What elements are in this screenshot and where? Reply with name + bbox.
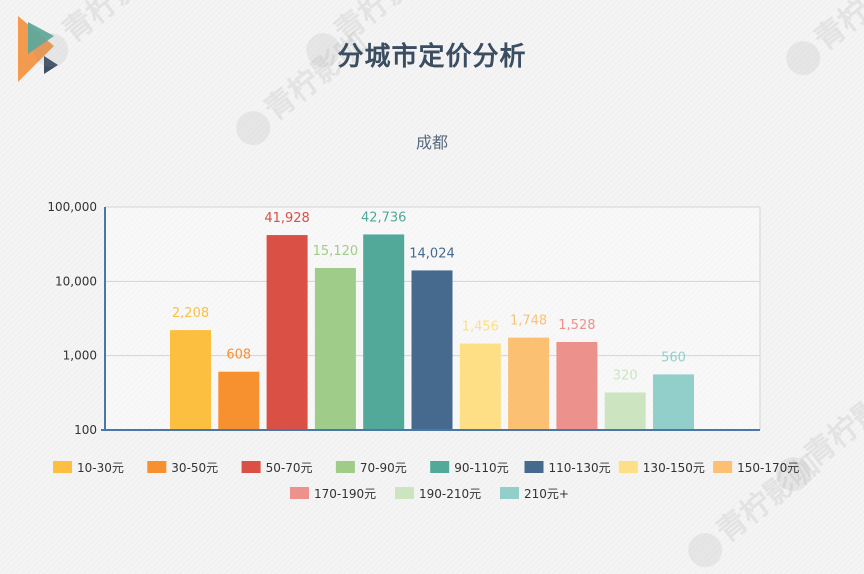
y-tick-label: 10,000: [55, 274, 97, 288]
bar: [411, 270, 453, 430]
bar: [556, 341, 598, 430]
legend-swatch: [241, 461, 261, 473]
legend-swatch: [500, 487, 519, 499]
legend-label: 150-170元: [737, 461, 799, 475]
legend-label: 10-30元: [77, 461, 124, 475]
data-label: 1,748: [510, 314, 547, 329]
page-title: 分城市定价分析: [337, 42, 527, 72]
legend-label: 50-70元: [266, 461, 313, 475]
data-label: 14,024: [409, 246, 455, 261]
bar: [363, 234, 405, 430]
legend: 10-30元 30-50元 50-70元 70-90元 90-110元 110-130元 1…: [53, 461, 799, 501]
data-label: 15,120: [313, 244, 359, 259]
bar: [653, 374, 694, 430]
legend-label: 110-130元: [549, 461, 611, 475]
legend-swatch: [430, 461, 450, 473]
legend-label: 130-150元: [643, 461, 705, 475]
data-label: 1,456: [462, 320, 499, 335]
legend-swatch: [524, 461, 544, 473]
legend-swatch: [53, 461, 72, 473]
legend-swatch: [147, 461, 167, 473]
bar: [508, 337, 550, 430]
bar: [170, 330, 211, 430]
legend-label: 30-50元: [171, 461, 218, 475]
chart-title: 成都: [416, 133, 448, 152]
legend-swatch: [395, 487, 414, 499]
legend-swatch: [713, 461, 733, 473]
data-label: 560: [661, 350, 686, 365]
chart: 成都 100 1,000 10,000 100,000 2,208 608 41,928 15…: [47, 133, 799, 501]
bar: [266, 235, 308, 430]
y-tick-label: 100: [74, 423, 97, 437]
legend-swatch: [618, 461, 638, 473]
data-label: 2,208: [172, 306, 209, 321]
legend-label: 210元+: [524, 487, 569, 501]
y-tick-label: 1,000: [63, 349, 97, 363]
data-label: 41,928: [264, 211, 310, 226]
legend-label: 90-110元: [454, 461, 509, 475]
data-label: 42,736: [361, 210, 407, 225]
bar: [314, 267, 356, 430]
data-label: 320: [613, 368, 638, 383]
data-label: 608: [226, 348, 251, 363]
plot-area: 100 1,000 10,000 100,000 2,208 608 41,928 15,12…: [47, 200, 761, 437]
bar: [218, 371, 260, 430]
y-tick-label: 100,000: [47, 200, 97, 214]
brand-logo: [18, 16, 58, 82]
legend-label: 190-210元: [419, 487, 481, 501]
data-label: 1,528: [558, 318, 595, 333]
legend-label: 70-90元: [360, 461, 407, 475]
legend-swatch: [335, 461, 355, 473]
legend-label: 170-190元: [314, 487, 376, 501]
bar: [604, 392, 646, 430]
legend-swatch: [290, 487, 309, 499]
bar: [459, 343, 501, 430]
